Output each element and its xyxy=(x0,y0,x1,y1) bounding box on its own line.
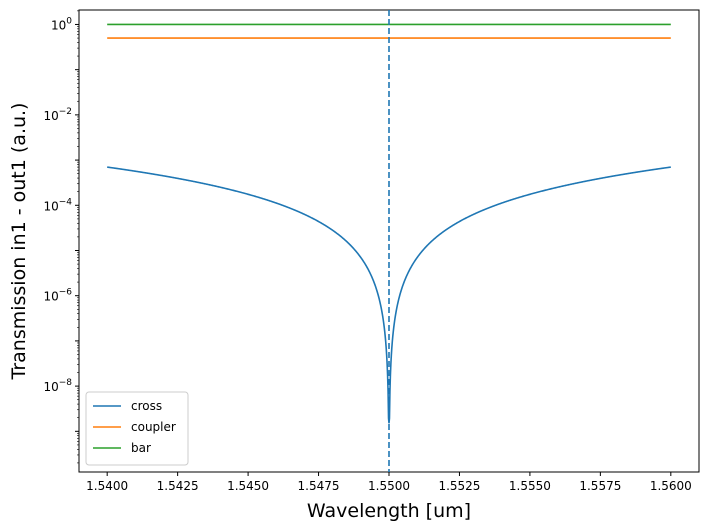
x-tick-label: 1.5600 xyxy=(650,479,692,493)
y-tick-label: 10−4 xyxy=(43,197,72,213)
y-tick-label: 10−6 xyxy=(43,288,72,304)
x-axis-label: Wavelength [um] xyxy=(307,500,471,522)
y-axis-label: Transmission in1 - out1 (a.u.) xyxy=(8,103,30,381)
legend-label-coupler: coupler xyxy=(131,420,176,434)
y-axis-ticks: 100 10−2 10−4 10−6 10−8 xyxy=(43,10,79,464)
series-layer xyxy=(107,10,671,472)
legend-label-cross: cross xyxy=(131,399,162,413)
x-tick-label: 1.5400 xyxy=(86,479,128,493)
legend-box xyxy=(85,391,189,466)
y-tick-label: 10−2 xyxy=(43,107,72,123)
x-tick-label: 1.5425 xyxy=(157,479,199,493)
legend-label-bar: bar xyxy=(131,441,151,455)
x-axis-ticks: 1.5400 1.5425 1.5450 1.5475 1.5500 1.5525 1.55… xyxy=(86,472,692,493)
y-tick-label: 10−8 xyxy=(43,378,72,394)
x-tick-label: 1.5550 xyxy=(509,479,551,493)
y-tick-label: 100 xyxy=(51,16,72,32)
x-tick-label: 1.5500 xyxy=(368,479,410,493)
x-tick-label: 1.5525 xyxy=(438,479,480,493)
x-tick-label: 1.5450 xyxy=(227,479,269,493)
x-tick-label: 1.5475 xyxy=(298,479,340,493)
legend: cross coupler bar xyxy=(85,391,189,466)
x-tick-label: 1.5575 xyxy=(579,479,621,493)
series-line-cross xyxy=(107,166,671,424)
